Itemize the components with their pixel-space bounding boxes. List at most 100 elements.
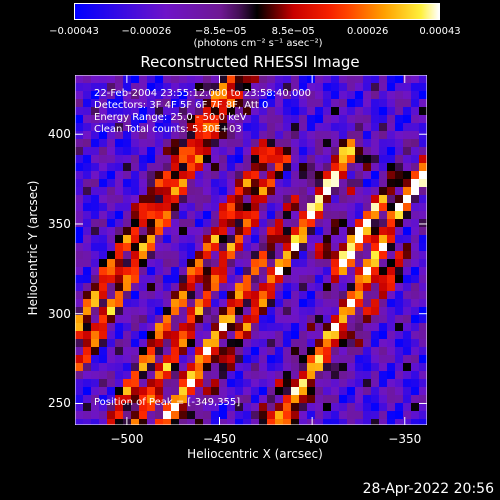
heatmap-cell bbox=[163, 83, 172, 92]
heatmap-cell bbox=[323, 131, 332, 140]
heatmap-cell bbox=[355, 355, 364, 364]
heatmap-cell bbox=[219, 347, 228, 356]
heatmap-cell bbox=[219, 219, 228, 228]
heatmap-cell bbox=[371, 251, 380, 260]
heatmap-cell bbox=[363, 203, 372, 212]
heatmap-cell bbox=[315, 339, 324, 348]
heatmap-cell bbox=[275, 299, 284, 308]
heatmap-cell bbox=[219, 291, 228, 300]
heatmap-cell bbox=[251, 203, 260, 212]
heatmap-cell bbox=[75, 299, 84, 308]
heatmap-cell bbox=[99, 315, 108, 324]
heatmap-cell bbox=[187, 187, 196, 196]
heatmap-cell bbox=[243, 91, 252, 100]
heatmap-cell bbox=[99, 123, 108, 132]
heatmap-cell bbox=[251, 355, 260, 364]
heatmap-cell bbox=[203, 219, 212, 228]
heatmap-cell bbox=[315, 187, 324, 196]
heatmap-cell bbox=[323, 203, 332, 212]
heatmap-cell bbox=[411, 171, 420, 180]
heatmap-cell bbox=[91, 259, 100, 268]
heatmap-cell bbox=[243, 139, 252, 148]
heatmap-cell bbox=[91, 307, 100, 316]
heatmap-cell bbox=[251, 123, 260, 132]
heatmap-cell bbox=[307, 187, 316, 196]
heatmap-cell bbox=[387, 355, 396, 364]
heatmap-cell bbox=[379, 107, 388, 116]
heatmap-cell bbox=[267, 259, 276, 268]
heatmap-cell bbox=[131, 187, 140, 196]
heatmap-cell bbox=[147, 235, 156, 244]
heatmap-cell bbox=[419, 371, 427, 380]
heatmap-cell bbox=[331, 347, 340, 356]
heatmap-cell bbox=[347, 243, 356, 252]
heatmap-cell bbox=[219, 379, 228, 388]
heatmap-cell bbox=[227, 179, 236, 188]
heatmap-cell bbox=[363, 395, 372, 404]
heatmap-cell bbox=[403, 99, 412, 108]
heatmap-cell bbox=[379, 283, 388, 292]
heatmap-cell bbox=[99, 83, 108, 92]
heatmap-cell bbox=[379, 211, 388, 220]
heatmap-cell bbox=[347, 123, 356, 132]
heatmap-cell bbox=[323, 139, 332, 148]
heatmap-cell bbox=[395, 179, 404, 188]
heatmap-cell bbox=[403, 75, 412, 84]
heatmap-cell bbox=[187, 355, 196, 364]
heatmap-cell bbox=[411, 107, 420, 116]
heatmap-cell bbox=[83, 147, 92, 156]
heatmap-cell bbox=[115, 99, 124, 108]
heatmap-cell bbox=[211, 411, 220, 420]
heatmap-cell bbox=[307, 203, 316, 212]
heatmap-cell bbox=[219, 299, 228, 308]
heatmap-cell bbox=[387, 387, 396, 396]
heatmap-cell bbox=[139, 315, 148, 324]
heatmap-cell bbox=[275, 259, 284, 268]
heatmap-cell bbox=[99, 243, 108, 252]
heatmap-cell bbox=[171, 83, 180, 92]
heatmap-cell bbox=[147, 323, 156, 332]
heatmap-cell bbox=[83, 107, 92, 116]
heatmap-cell bbox=[347, 291, 356, 300]
heatmap-cell bbox=[307, 315, 316, 324]
heatmap-cell bbox=[387, 275, 396, 284]
heatmap-cell bbox=[235, 171, 244, 180]
heatmap-cell bbox=[139, 123, 148, 132]
heatmap-cell bbox=[355, 307, 364, 316]
heatmap-cell bbox=[139, 275, 148, 284]
heatmap-cell bbox=[299, 203, 308, 212]
heatmap-cell bbox=[267, 107, 276, 116]
heatmap-cell bbox=[331, 171, 340, 180]
heatmap-cell bbox=[403, 235, 412, 244]
heatmap-cell bbox=[363, 355, 372, 364]
heatmap-cell bbox=[403, 291, 412, 300]
heatmap-cell bbox=[235, 83, 244, 92]
heatmap-cell bbox=[155, 371, 164, 380]
heatmap-cell bbox=[339, 323, 348, 332]
heatmap-cell bbox=[323, 347, 332, 356]
heatmap-cell bbox=[83, 259, 92, 268]
heatmap-cell bbox=[211, 115, 220, 124]
heatmap-cell bbox=[99, 395, 108, 404]
heatmap-cell bbox=[211, 339, 220, 348]
heatmap-cell bbox=[331, 267, 340, 276]
heatmap-cell bbox=[411, 339, 420, 348]
heatmap-cell bbox=[395, 203, 404, 212]
heatmap-cell bbox=[155, 419, 164, 425]
heatmap-cell bbox=[251, 139, 260, 148]
heatmap-cell bbox=[75, 211, 84, 220]
heatmap-cell bbox=[83, 75, 92, 84]
heatmap-cell bbox=[91, 251, 100, 260]
heatmap-cell bbox=[235, 323, 244, 332]
heatmap-cell bbox=[155, 387, 164, 396]
heatmap-cell bbox=[91, 99, 100, 108]
heatmap-cell bbox=[267, 235, 276, 244]
heatmap-cell bbox=[243, 411, 252, 420]
heatmap-cell bbox=[187, 211, 196, 220]
heatmap-cell bbox=[99, 299, 108, 308]
heatmap-cell bbox=[203, 227, 212, 236]
heatmap-cell bbox=[147, 83, 156, 92]
heatmap-cell bbox=[131, 403, 140, 412]
heatmap-cell bbox=[419, 275, 427, 284]
heatmap-cell bbox=[267, 395, 276, 404]
